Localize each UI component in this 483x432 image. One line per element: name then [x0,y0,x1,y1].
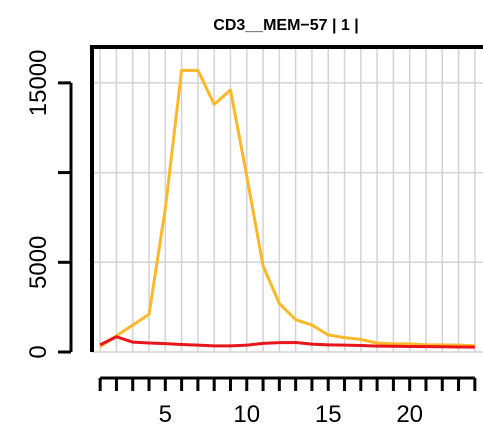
y-tick-label-5000: 5000 [25,236,52,289]
series-lines [99,68,475,349]
series-line-1 [99,335,475,349]
x-tick-label-10: 10 [233,401,260,428]
y-tick-label-0: 0 [25,345,52,358]
series-line-0 [99,68,475,348]
x-tick-label-20: 20 [396,401,423,428]
axes: 0 5000 15000 5 10 15 20 [25,45,483,428]
y-tick-label-15000: 15000 [25,50,52,117]
x-tick-label-5: 5 [159,401,172,428]
grid [92,47,483,353]
chart-title: CD3__MEM−57 | 1 | [213,17,358,34]
x-tick-label-15: 15 [315,401,342,428]
